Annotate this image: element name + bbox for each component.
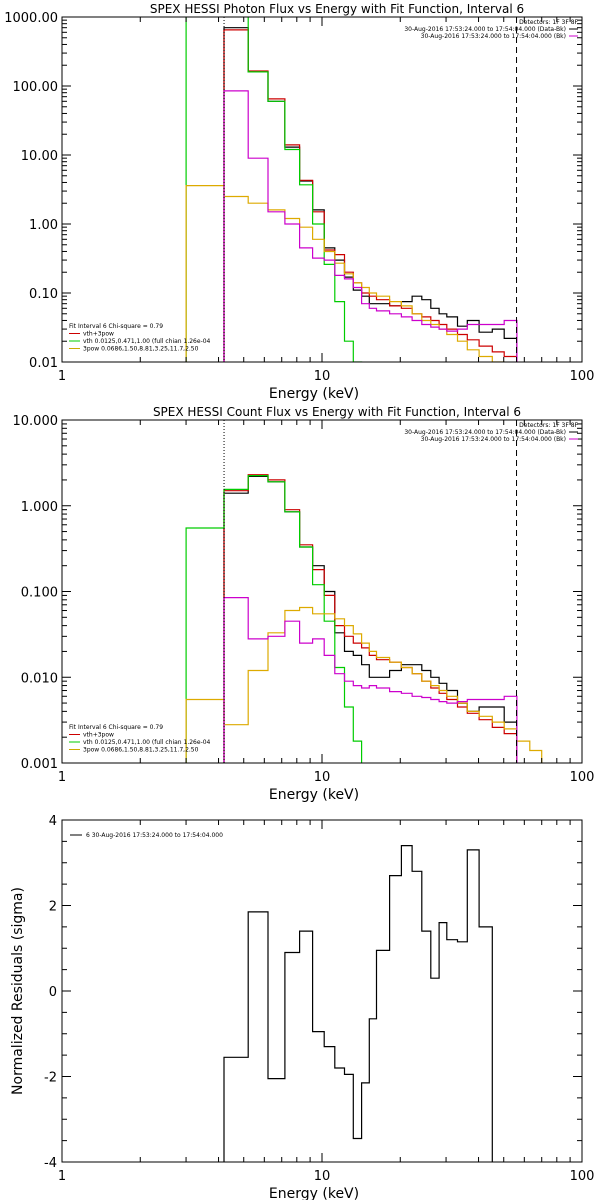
chart-title: SPEX HESSI Count Flux vs Energy with Fit…	[153, 405, 521, 419]
legend-entry: 6 30-Aug-2016 17:53:24.000 to 17:54:04.0…	[86, 832, 223, 839]
y-tick-label: 1.000	[21, 500, 58, 515]
y-tick-label: 0.100	[21, 586, 58, 601]
y-tick-label: 0	[49, 985, 57, 1000]
plot-frame-2	[61, 819, 583, 1163]
x-tick-label: 100	[570, 1169, 595, 1184]
legend-entry: vth+3pow	[83, 331, 114, 338]
legend-entry: Fit Interval 6 Chi-square = 0.79	[69, 323, 163, 330]
legend-entry-right: Detectors: 1F 3F 8F	[519, 19, 578, 26]
x-tick-label: 100	[570, 369, 595, 384]
series-1-3	[185, 606, 543, 763]
y-tick-label: -4	[44, 1156, 57, 1171]
series-2-0	[223, 845, 493, 1162]
y-tick-label: 10.000	[13, 414, 59, 429]
legend-entry-right: Detectors: 1F 3F 8F	[519, 422, 578, 429]
x-tick-label: 10	[314, 1169, 331, 1184]
y-tick-label: 100.00	[13, 80, 59, 95]
legend-entry-right: 30-Aug-2016 17:53:24.000 to 17:54:04.000…	[421, 33, 566, 40]
legend-entry: Fit Interval 6 Chi-square = 0.79	[69, 724, 163, 731]
y-tick-label: 10.00	[21, 149, 58, 164]
series-0-4	[223, 90, 518, 362]
legend-entry-right: 30-Aug-2016 17:53:24.000 to 17:54:04.000…	[404, 429, 566, 436]
legend-entry: 3pow 0.0686,1.50,8.81,3.25,11.7,2.50	[83, 346, 199, 353]
y-tick-label: 0.010	[21, 671, 58, 686]
y-tick-label: -2	[44, 1071, 57, 1086]
x-tick-label: 1	[58, 1169, 66, 1184]
x-axis-label: Energy (keV)	[269, 1186, 359, 1200]
y-tick-label: 0.01	[29, 356, 58, 371]
legend-entry: vth 0.0125,0.471,1.00 (full chian 1.26e-…	[83, 338, 211, 345]
y-tick-label: 2	[49, 900, 57, 915]
x-tick-label: 100	[570, 770, 595, 785]
x-axis-label: Energy (keV)	[269, 787, 359, 803]
chart-title: SPEX HESSI Photon Flux vs Energy with Fi…	[150, 2, 524, 16]
y-tick-label: 1.00	[29, 218, 58, 233]
y-tick-label: 0.10	[29, 287, 58, 302]
series-0-2	[185, 17, 363, 362]
x-axis-label: Energy (keV)	[269, 386, 359, 402]
series-1-2	[185, 475, 363, 763]
series-0-3	[185, 185, 505, 362]
x-tick-label: 1	[58, 770, 66, 785]
series-1-4	[223, 597, 518, 763]
legend-entry: vth+3pow	[83, 732, 114, 739]
legend-entry-right: 30-Aug-2016 17:53:24.000 to 17:54:04.000…	[404, 26, 566, 33]
legend-entry: vth 0.0125,0.471,1.00 (full chian 1.26e-…	[83, 739, 211, 746]
y-tick-label: 4	[49, 814, 57, 829]
y-tick-label: 1000.00	[4, 11, 58, 26]
legend-entry-right: 30-Aug-2016 17:53:24.000 to 17:54:04.000…	[421, 436, 566, 443]
x-tick-label: 1	[58, 369, 66, 384]
legend-entry: 3pow 0.0686,1.50,8.81,3.25,11.7,2.50	[83, 747, 199, 754]
x-tick-label: 10	[314, 770, 331, 785]
x-tick-label: 10	[314, 369, 331, 384]
y-tick-label: 0.001	[21, 757, 58, 772]
plot-frame-0	[61, 16, 583, 363]
y-axis-label: Normalized Residuals (sigma)	[10, 887, 26, 1095]
